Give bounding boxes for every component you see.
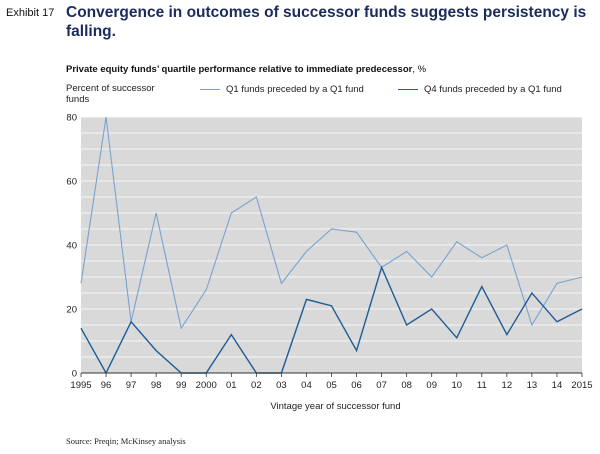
x-tick-label: 1995 bbox=[70, 380, 91, 391]
x-axis-title: Vintage year of successor fund bbox=[270, 401, 400, 412]
x-tick-label: 04 bbox=[301, 380, 312, 391]
x-tick-label: 08 bbox=[401, 380, 412, 391]
x-tick-label: 99 bbox=[176, 380, 187, 391]
gridlines bbox=[81, 116, 582, 358]
y-tick-labels: 0 20 40 60 80 bbox=[66, 113, 77, 380]
legend-swatch-q4 bbox=[398, 89, 418, 90]
x-tick-label: 01 bbox=[226, 380, 237, 391]
series-line-q1 bbox=[80, 116, 583, 330]
chart-title-text: Private equity funds’ quartile performan… bbox=[66, 64, 413, 75]
x-tick-label: 13 bbox=[527, 380, 538, 391]
exhibit-label: Exhibit 17 bbox=[6, 7, 55, 19]
legend-swatch-q1 bbox=[200, 89, 220, 90]
x-tick-label: 10 bbox=[451, 380, 462, 391]
y-tick-label: 40 bbox=[66, 241, 77, 252]
chart-title-unit: , % bbox=[412, 64, 427, 75]
legend-item-q4: Q4 funds preceded by a Q1 fund bbox=[398, 84, 562, 95]
y-tick-label: 20 bbox=[66, 305, 77, 316]
y-axis-label: Percent of successor funds bbox=[66, 83, 155, 105]
series-line-q4 bbox=[80, 265, 583, 375]
x-tick-label: 07 bbox=[376, 380, 387, 391]
x-tick-label: 2000 bbox=[196, 380, 217, 391]
legend-label-q1: Q1 funds preceded by a Q1 fund bbox=[226, 84, 364, 95]
x-tick-label: 09 bbox=[426, 380, 437, 391]
x-tick-label: 05 bbox=[326, 380, 337, 391]
x-tick-label: 96 bbox=[101, 380, 112, 391]
series-lines bbox=[80, 116, 583, 375]
y-tick-label: 60 bbox=[66, 177, 77, 188]
x-tick-label: 06 bbox=[351, 380, 362, 391]
x-tick-label: 14 bbox=[552, 380, 563, 391]
x-tick-label: 98 bbox=[151, 380, 162, 391]
source-note: Source: Preqin; McKinsey analysis bbox=[66, 436, 186, 446]
x-tick-label: 12 bbox=[502, 380, 513, 391]
legend-label-q4: Q4 funds preceded by a Q1 fund bbox=[424, 84, 562, 95]
exhibit-title: Convergence in outcomes of successor fun… bbox=[66, 4, 587, 40]
x-tick-label: 03 bbox=[276, 380, 287, 391]
x-tick-label: 2015 bbox=[571, 380, 592, 391]
legend-item-q1: Q1 funds preceded by a Q1 fund bbox=[200, 84, 364, 95]
x-tick-labels: 1995 96 97 98 99 2000 01 02 03 04 05 06 07 08 09 10 11 12… bbox=[70, 373, 593, 391]
x-tick-label: 02 bbox=[251, 380, 262, 391]
chart-title: Private equity funds’ quartile performan… bbox=[66, 64, 426, 75]
y-tick-label: 80 bbox=[66, 113, 77, 124]
x-tick-label: 97 bbox=[126, 380, 137, 391]
x-tick-label: 11 bbox=[477, 380, 487, 391]
y-tick-label: 0 bbox=[72, 369, 77, 380]
